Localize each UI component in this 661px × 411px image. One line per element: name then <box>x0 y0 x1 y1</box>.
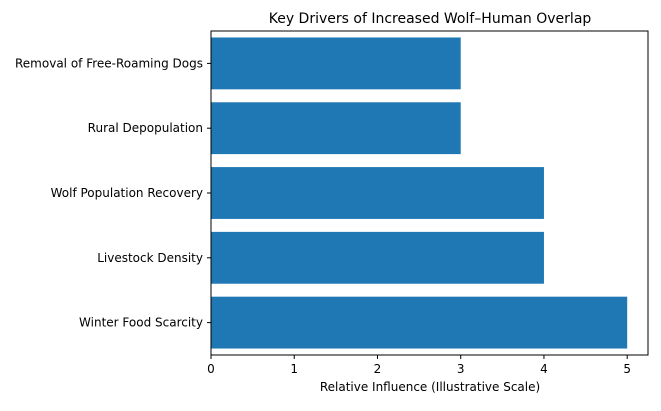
x-tick-label: 5 <box>623 362 631 376</box>
bar <box>211 102 461 155</box>
x-tick-label: 1 <box>290 362 298 376</box>
bar <box>211 37 461 90</box>
y-tick-label: Removal of Free-Roaming Dogs <box>15 56 203 70</box>
x-axis-label: Relative Influence (Illustrative Scale) <box>320 380 540 394</box>
y-tick-label: Winter Food Scarcity <box>79 316 203 330</box>
x-tick-label: 0 <box>207 362 215 376</box>
x-tick-label: 3 <box>457 362 465 376</box>
x-tick-label: 2 <box>374 362 382 376</box>
plot-frame <box>210 30 649 356</box>
x-tick-label: 4 <box>540 362 548 376</box>
y-tick-label: Rural Depopulation <box>88 121 203 135</box>
bar <box>211 296 628 349</box>
chart-title: Key Drivers of Increased Wolf–Human Over… <box>269 11 592 27</box>
bar <box>211 167 544 219</box>
x-axis: 0 1 2 3 4 5 <box>207 355 631 376</box>
bar <box>211 231 544 284</box>
y-tick-label: Livestock Density <box>97 251 203 265</box>
y-axis: Winter Food Scarcity Livestock Density Wol… <box>15 56 211 330</box>
y-tick-label: Wolf Population Recovery <box>51 186 203 200</box>
bars-layer <box>211 37 628 349</box>
